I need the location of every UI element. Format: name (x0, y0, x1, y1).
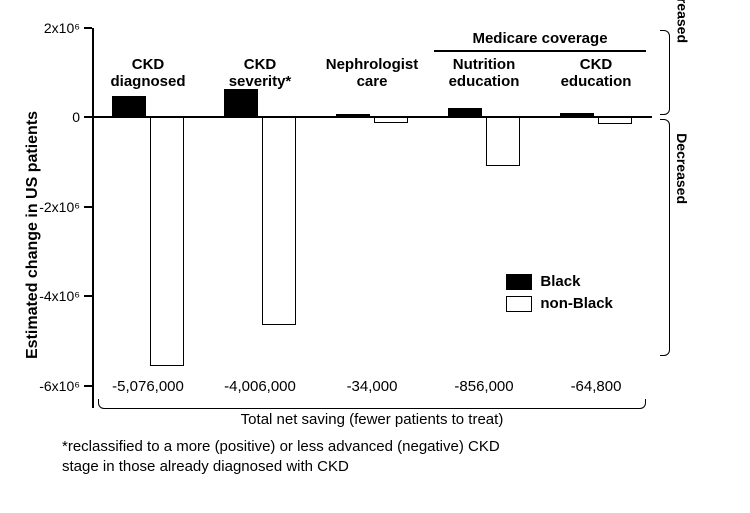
ytick-mark (84, 295, 92, 297)
bracket-increased (660, 30, 670, 115)
bar-nonblack (262, 117, 296, 324)
ytick-label: -4x10⁶ (10, 288, 80, 304)
ytick-mark (84, 385, 92, 387)
net-caption: Total net saving (fewer patients to trea… (241, 411, 504, 428)
bar-nonblack (598, 117, 632, 124)
bar-black (224, 89, 258, 117)
bar-black (448, 108, 482, 118)
net-value: -4,006,000 (224, 378, 296, 395)
net-value: -5,076,000 (112, 378, 184, 395)
footnote: *reclassified to a more (positive) or le… (62, 438, 500, 455)
ytick-label: -2x10⁶ (10, 199, 80, 215)
footnote: stage in those already diagnosed with CK… (62, 458, 349, 475)
ytick-label: -6x10⁶ (10, 378, 80, 394)
y-axis (92, 28, 94, 408)
legend-label: Black (540, 273, 580, 290)
label-decreased: Decreased (674, 133, 690, 204)
category-label: Nephrologistcare (326, 56, 419, 91)
bar-black (336, 114, 370, 118)
net-value: -856,000 (454, 378, 513, 395)
category-label: Nutritioneducation (449, 56, 520, 91)
category-label: CKDeducation (561, 56, 632, 91)
bar-nonblack (150, 117, 184, 365)
net-value: -34,000 (347, 378, 398, 395)
bar-black (560, 113, 594, 117)
medicare-label: Medicare coverage (472, 30, 607, 47)
ytick-mark (84, 206, 92, 208)
ytick-label: 2x10⁶ (10, 20, 80, 36)
ylabel: Estimated change in US patients (24, 111, 42, 359)
net-value: -64,800 (571, 378, 622, 395)
bar-nonblack (486, 117, 520, 165)
ytick-mark (84, 27, 92, 29)
medicare-underline (434, 50, 647, 52)
category-label: CKDdiagnosed (110, 56, 185, 91)
legend-label: non-Black (540, 295, 613, 312)
ytick-mark (84, 116, 92, 118)
bar-nonblack (374, 117, 408, 122)
legend-swatch (506, 274, 532, 290)
ytick-label: 0 (10, 109, 80, 125)
figure: -6x10⁶ -4x10⁶ -2x10⁶ 0 2x10⁶ Estimated change… (0, 0, 750, 513)
bracket-decreased (660, 119, 670, 356)
label-increased: Increased (674, 0, 690, 43)
legend-swatch (506, 296, 532, 312)
category-label: CKDseverity* (229, 56, 292, 91)
net-bracket (98, 399, 647, 409)
bar-black (112, 96, 146, 117)
